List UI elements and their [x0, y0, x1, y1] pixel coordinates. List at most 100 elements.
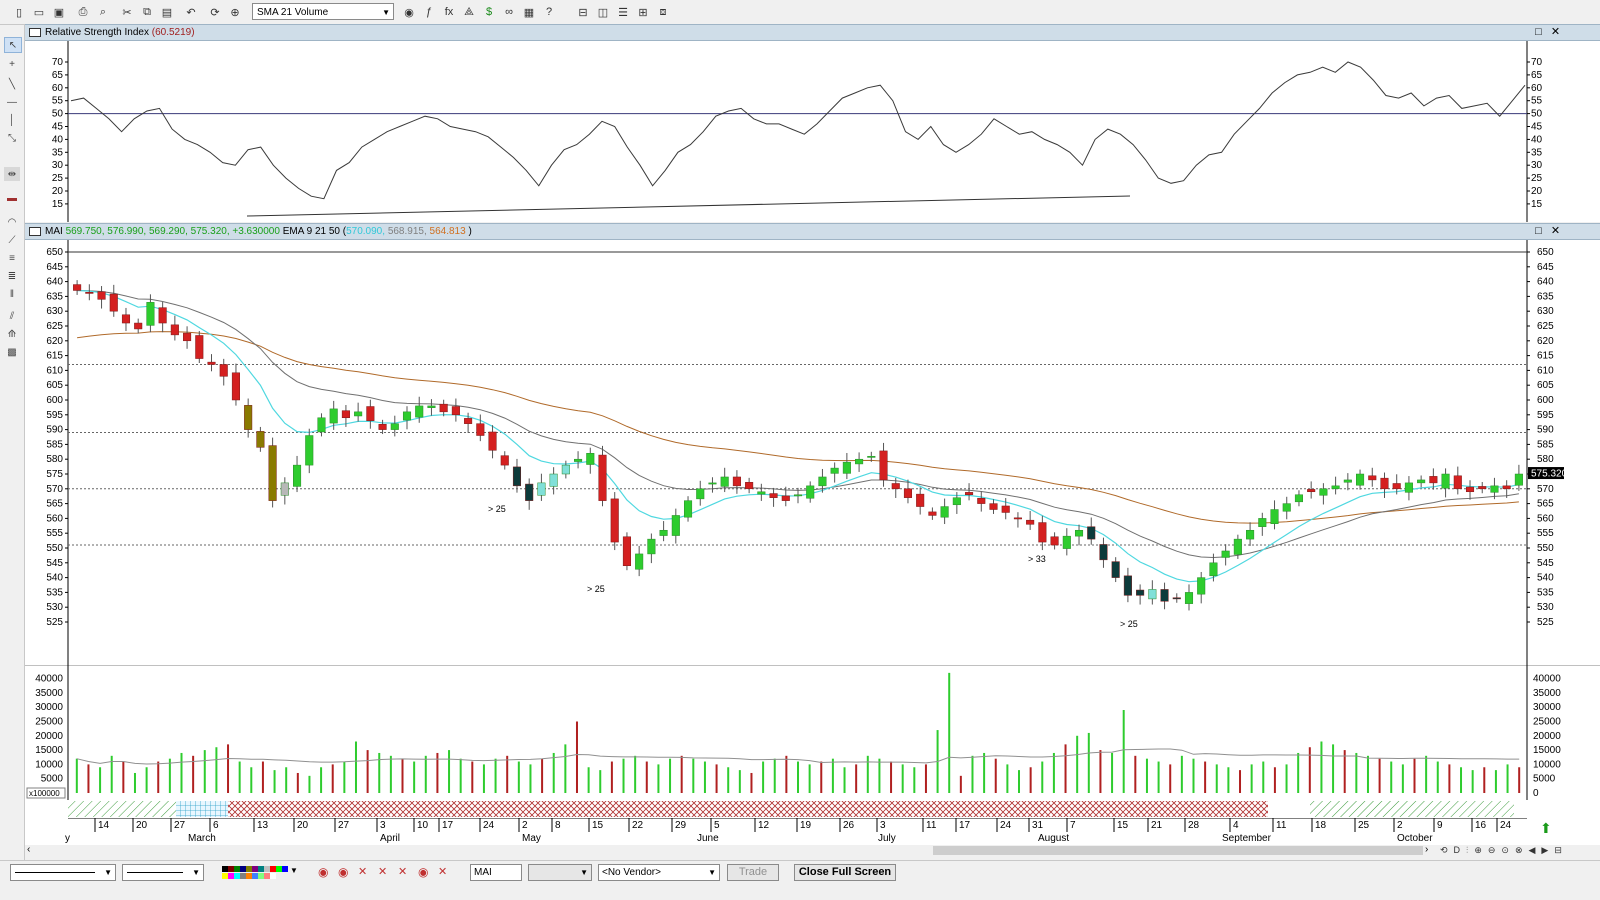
candle-body	[916, 493, 925, 507]
split-icon[interactable]: ⇹	[4, 167, 20, 181]
exchange-select[interactable]: ▼	[528, 864, 592, 881]
retracement-icon[interactable]: ≣	[7, 270, 17, 282]
help-icon[interactable]: ?	[545, 6, 553, 18]
refresh-small-icon[interactable]: ⟲	[1440, 845, 1448, 855]
volume-tick-label-right: 35000	[1533, 688, 1561, 699]
zoom-out-icon[interactable]: ⊖	[1487, 845, 1496, 855]
symbol-input[interactable]: MAI	[470, 864, 522, 881]
maximize-icon[interactable]: □	[1535, 225, 1542, 237]
candle-body	[1356, 473, 1365, 486]
indicator-builder-icon[interactable]: ⟁	[464, 5, 474, 18]
refresh-icon[interactable]: ⟳	[210, 6, 220, 19]
export-4-icon[interactable]: ✕	[438, 866, 448, 878]
fan-icon[interactable]: ⟋	[8, 234, 16, 246]
close-full-screen-button[interactable]: Close Full Screen	[794, 864, 896, 881]
next-icon[interactable]: ▶	[1541, 845, 1549, 855]
color-palette[interactable]	[222, 866, 288, 879]
open-folder-icon[interactable]: ▭	[33, 6, 45, 19]
indicator-select[interactable]: SMA 21 Volume ▼	[252, 3, 394, 20]
close-icon[interactable]: ✕	[1550, 26, 1561, 38]
symbol-input-value: MAI	[474, 867, 492, 878]
trendline-icon[interactable]: ╲	[8, 78, 16, 90]
formula-icon[interactable]: ƒ	[425, 6, 433, 18]
close-icon[interactable]: ✕	[1550, 225, 1561, 237]
horizontal-scrollbar[interactable]: ‹ ›	[25, 844, 1437, 857]
settings-icon[interactable]: ⊗	[1514, 845, 1523, 855]
layout-3-icon[interactable]: ☰	[618, 6, 628, 19]
arrows-icon[interactable]: ⤡	[8, 132, 16, 144]
end-icon[interactable]: ⊟	[1554, 845, 1562, 855]
fit-icon[interactable]: ⊙	[1501, 845, 1509, 855]
browser-icon[interactable]: ◉	[318, 865, 329, 879]
palette-dropdown-icon[interactable]: ▼	[290, 866, 298, 875]
vertical-line-icon[interactable]: │	[8, 114, 16, 126]
candle-body	[293, 464, 302, 487]
pointer-icon[interactable]: ↖	[4, 37, 22, 53]
layout-2-icon[interactable]: ◫	[597, 6, 609, 19]
export-3-icon[interactable]: ✕	[398, 866, 408, 878]
trade-button[interactable]: Trade	[727, 864, 779, 881]
vendor-select[interactable]: <No Vendor> ▼	[598, 864, 720, 881]
up-arrow-icon[interactable]: ⬆	[1540, 820, 1552, 836]
price-tick-label: 575	[46, 469, 63, 480]
scroll-left-icon[interactable]: ‹	[27, 844, 31, 855]
scan-icon[interactable]: ◉	[404, 6, 414, 19]
cycle-lines-icon[interactable]: ‖	[9, 288, 15, 300]
scrollbar-thumb[interactable]	[933, 846, 1423, 855]
browser-3-icon[interactable]: ◉	[418, 865, 429, 879]
layout-4-icon[interactable]: ⊞	[638, 6, 648, 19]
candle-body	[696, 488, 705, 500]
candle-body	[85, 292, 94, 294]
print-preview-icon[interactable]: ⌕	[99, 5, 107, 18]
scroll-right-icon[interactable]: ›	[1425, 844, 1429, 855]
candle-body	[1221, 550, 1230, 558]
line-width-select[interactable]: ▼	[122, 864, 204, 881]
cut-icon[interactable]: ✂	[122, 6, 132, 19]
candle-body	[855, 458, 864, 465]
function-icon[interactable]: fx	[444, 6, 454, 18]
new-icon[interactable]: ▯	[15, 6, 23, 19]
paste-icon[interactable]: ▤	[161, 6, 173, 19]
line-style-select[interactable]: ▼	[10, 864, 116, 881]
arc-icon[interactable]: ◠	[7, 216, 17, 228]
candle-body	[879, 450, 888, 481]
dollar-icon[interactable]: $	[485, 6, 493, 18]
maximize-icon[interactable]: □	[1535, 26, 1542, 38]
zoom-icon[interactable]: ⊕	[230, 6, 240, 19]
horizontal-line-icon[interactable]: ―	[7, 96, 17, 108]
volume-tick-label: 40000	[35, 674, 63, 685]
range-icon[interactable]: ⫶	[1466, 845, 1469, 855]
volume-tick-label: 5000	[41, 774, 64, 785]
browser-2-icon[interactable]: ◉	[338, 865, 349, 879]
save-icon[interactable]: ▣	[53, 6, 65, 19]
candle-body	[598, 454, 607, 501]
grid-pattern-icon[interactable]: ▩	[7, 346, 17, 358]
candle-body	[1478, 486, 1487, 490]
date-day-label: 13	[257, 820, 269, 831]
daily-icon[interactable]: D	[1453, 845, 1461, 855]
undo-icon[interactable]: ↶	[186, 6, 196, 19]
price-chart[interactable]: 650 645 640 635 630 625 620 615 610 605 600 595 590 5…	[25, 240, 1600, 665]
rsi-tick-label-right: 60	[1531, 83, 1543, 94]
zoom-in-icon[interactable]: ⊕	[1474, 845, 1482, 855]
flag-icon[interactable]: ▬	[7, 192, 17, 204]
binoculars-icon[interactable]: ∞	[505, 6, 513, 18]
fibonacci-icon[interactable]: ≡	[9, 252, 15, 264]
layout-5-icon[interactable]: ⧈	[659, 5, 667, 18]
channel-icon[interactable]: ⫽	[9, 310, 15, 322]
candle-body	[500, 455, 509, 466]
copy-icon[interactable]: ⧉	[143, 5, 151, 18]
candle-body	[561, 464, 570, 475]
date-day-label: 18	[1315, 820, 1327, 831]
volume-chart[interactable]: 400003500030000250002000015000100005000 …	[25, 665, 1600, 800]
calendar-icon[interactable]: ▦	[523, 6, 535, 19]
layout-1-icon[interactable]: ⊟	[578, 6, 588, 19]
print-icon[interactable]: ⎙	[78, 5, 88, 18]
crosshair-icon[interactable]: +	[9, 58, 15, 70]
export-2-icon[interactable]: ✕	[378, 866, 388, 878]
gann-fan-icon[interactable]: ⟰	[7, 328, 17, 340]
prev-icon[interactable]: ◀	[1528, 845, 1536, 855]
export-1-icon[interactable]: ✕	[358, 866, 368, 878]
date-day-label: 15	[1117, 820, 1129, 831]
